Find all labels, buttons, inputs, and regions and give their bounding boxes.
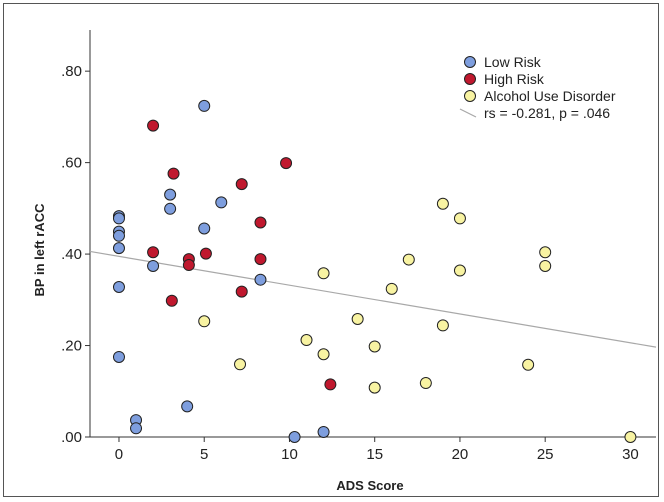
aud-point bbox=[539, 259, 552, 272]
aud-point bbox=[436, 197, 449, 210]
aud-point bbox=[234, 358, 247, 371]
aud-point bbox=[351, 313, 364, 326]
y-tick-label: .40 bbox=[61, 246, 82, 263]
high-risk-point bbox=[182, 259, 195, 272]
aud-point bbox=[402, 253, 415, 266]
low-risk-point bbox=[112, 281, 125, 294]
high-risk-point bbox=[254, 253, 267, 266]
aud-point bbox=[624, 431, 637, 443]
x-tick-label: 5 bbox=[200, 446, 208, 463]
high-risk-point bbox=[324, 378, 337, 391]
x-axis-title: ADS Score bbox=[336, 478, 403, 493]
aud-point bbox=[300, 334, 313, 347]
low-risk-point bbox=[181, 400, 194, 413]
low-risk-point bbox=[215, 196, 228, 209]
legend-marker-high-risk bbox=[464, 73, 476, 85]
y-tick-label: .80 bbox=[61, 63, 82, 80]
high-risk-point bbox=[167, 167, 180, 180]
aud-point bbox=[368, 381, 381, 394]
aud-point bbox=[385, 282, 398, 295]
aud-point bbox=[453, 212, 466, 225]
x-tick-label: 30 bbox=[622, 446, 639, 463]
high-risk-point bbox=[165, 294, 178, 307]
high-risk-point bbox=[235, 178, 248, 191]
aud-point bbox=[522, 358, 535, 371]
legend-label-low-risk: Low Risk bbox=[484, 54, 542, 70]
low-risk-point bbox=[198, 99, 211, 112]
low-risk-point bbox=[164, 188, 177, 201]
low-risk-point bbox=[288, 431, 301, 443]
low-risk-point bbox=[130, 422, 143, 435]
y-tick-label: .20 bbox=[61, 338, 82, 355]
aud-point bbox=[539, 246, 552, 259]
aud-point bbox=[419, 377, 432, 390]
axes: 0 5 10 15 20 25 30 .00 .20 .40 .60 .80 bbox=[61, 30, 656, 463]
legend-label-fit: rs = -0.281, p = .046 bbox=[484, 105, 610, 121]
x-tick-label: 25 bbox=[537, 446, 554, 463]
legend-fit-line-marker bbox=[459, 108, 477, 118]
aud-point bbox=[368, 340, 381, 353]
low-risk-point bbox=[147, 259, 160, 272]
x-tick-label: 15 bbox=[366, 446, 383, 463]
high-risk-point bbox=[235, 285, 248, 298]
aud-point bbox=[436, 319, 449, 332]
high-risk-point bbox=[254, 216, 267, 229]
legend-label-high-risk: High Risk bbox=[484, 71, 545, 87]
y-axis-title: BP in left rACC bbox=[32, 203, 47, 297]
aud-point bbox=[198, 315, 211, 328]
aud-point bbox=[317, 348, 330, 361]
low-risk-point bbox=[164, 202, 177, 215]
legend-marker-aud bbox=[464, 90, 476, 102]
x-tick-label: 0 bbox=[115, 446, 123, 463]
low-risk-point bbox=[112, 350, 125, 363]
high-risk-point bbox=[147, 246, 160, 259]
x-tick-label: 10 bbox=[281, 446, 298, 463]
high-risk-point bbox=[280, 157, 293, 170]
x-tick-label: 20 bbox=[452, 446, 469, 463]
high-risk-point bbox=[199, 247, 212, 260]
aud-point bbox=[453, 264, 466, 277]
low-risk-point bbox=[254, 273, 267, 286]
high-risk-point bbox=[147, 119, 160, 132]
y-tick-label: .00 bbox=[61, 429, 82, 446]
aud-point bbox=[317, 267, 330, 280]
legend-label-aud: Alcohol Use Disorder bbox=[484, 88, 616, 104]
low-risk-point bbox=[198, 222, 211, 235]
data-points bbox=[112, 99, 637, 443]
y-tick-label: .60 bbox=[61, 155, 82, 172]
low-risk-point bbox=[317, 425, 330, 438]
low-risk-point bbox=[112, 212, 125, 225]
low-risk-point bbox=[112, 229, 125, 242]
legend-marker-low-risk bbox=[464, 56, 476, 68]
low-risk-point bbox=[112, 242, 125, 255]
